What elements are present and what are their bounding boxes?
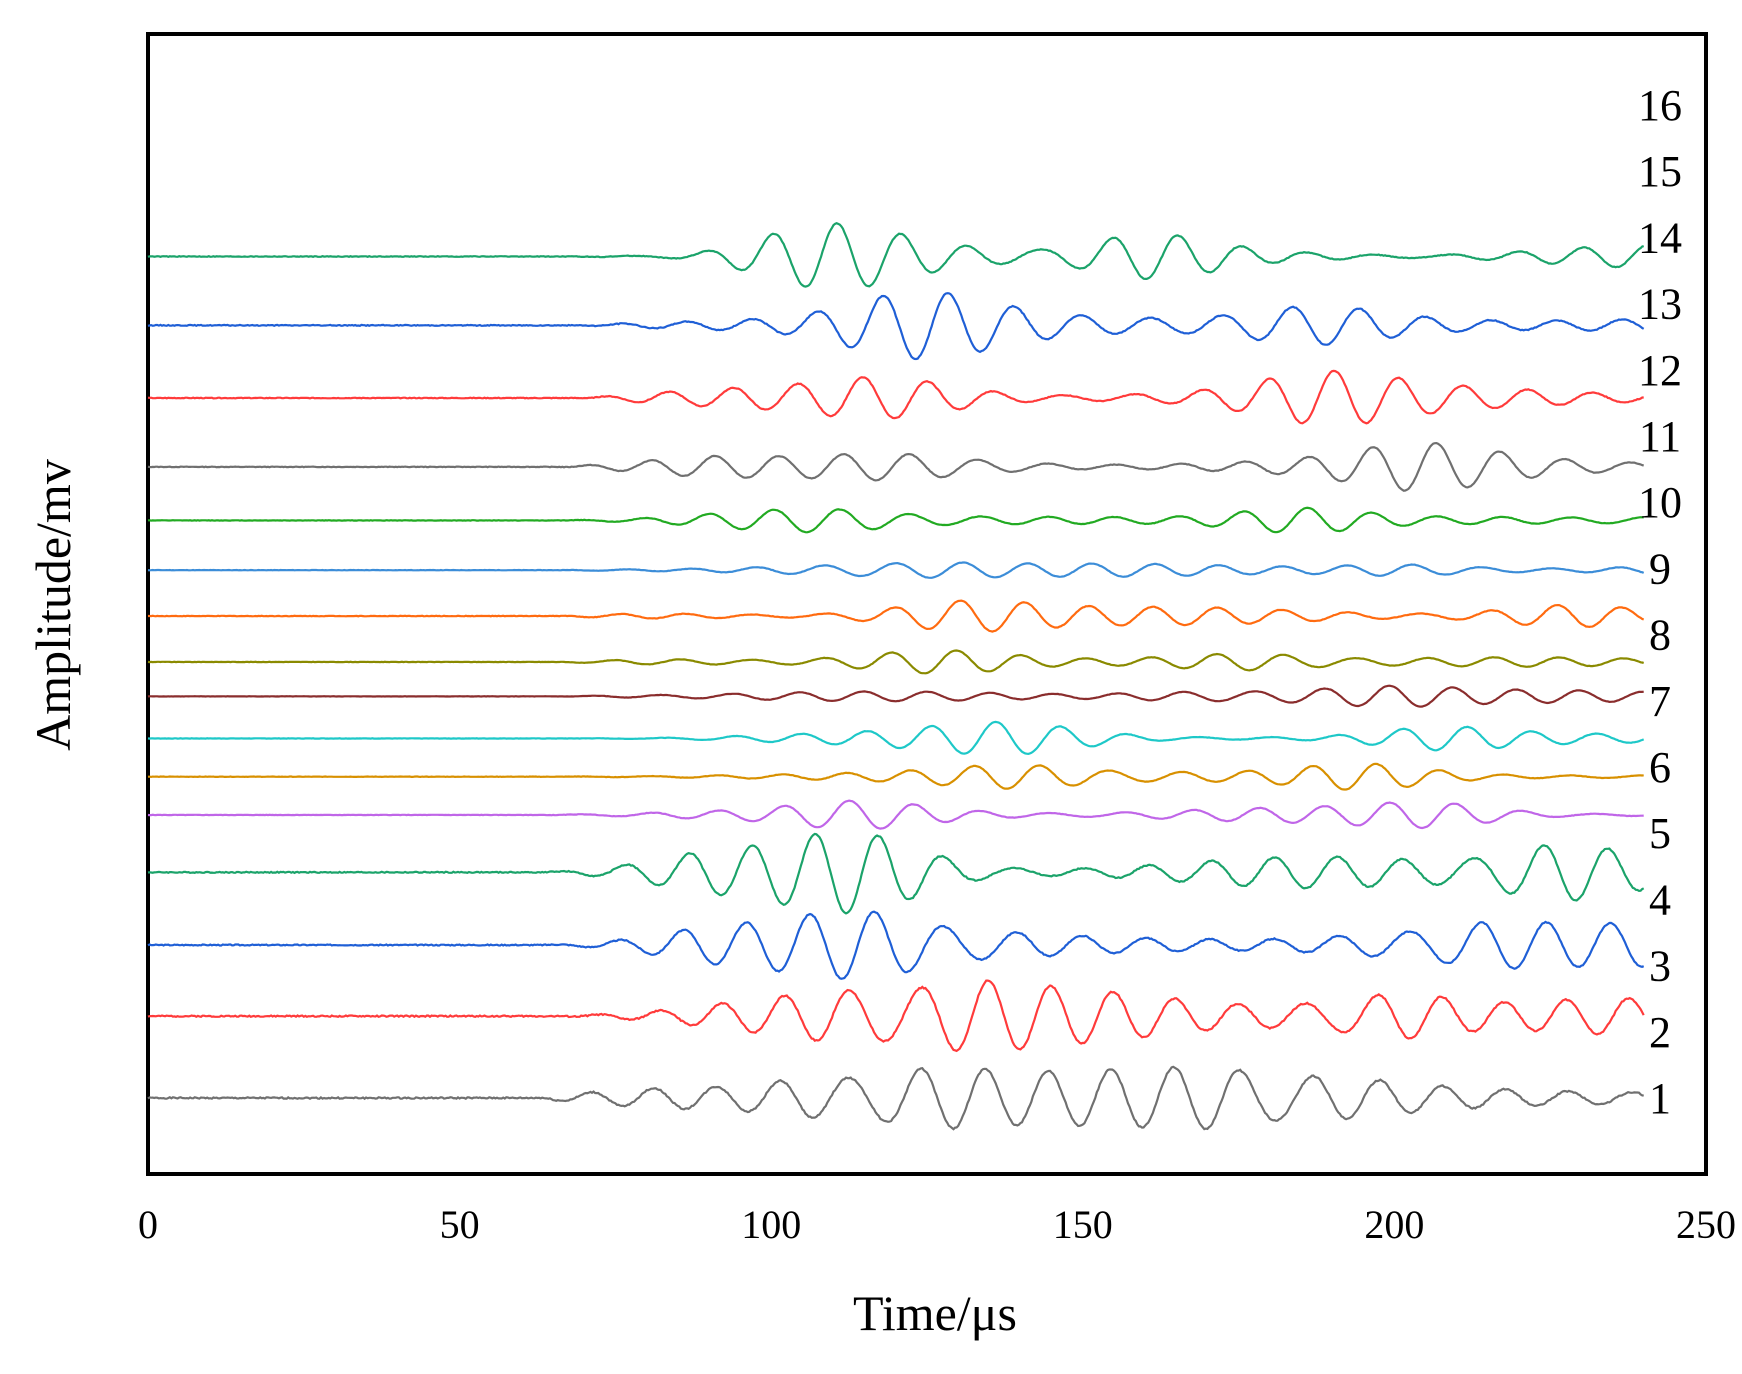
- series-label-16: 16: [1638, 81, 1682, 130]
- x-tick-label: 250: [1676, 1202, 1736, 1247]
- series-traces: [147, 222, 1645, 1131]
- series-label-13: 13: [1638, 280, 1682, 329]
- series-label-6: 6: [1649, 743, 1671, 792]
- trace-16: [147, 222, 1645, 288]
- trace-7: [147, 720, 1645, 756]
- trace-4: [147, 832, 1645, 915]
- trace-6: [148, 762, 1644, 791]
- trace-13: [147, 441, 1645, 492]
- trace-5: [147, 799, 1644, 830]
- trace-12: [148, 506, 1644, 534]
- trace-8: [147, 684, 1644, 708]
- x-tick-labels: 0 50 100 150 200 250: [138, 1202, 1736, 1247]
- x-tick-label: 100: [741, 1202, 801, 1247]
- series-label-1: 1: [1649, 1074, 1671, 1123]
- series-label-10: 10: [1638, 478, 1682, 527]
- y-axis-label: Amplitude/mv: [25, 459, 81, 751]
- series-label-5: 5: [1649, 809, 1671, 858]
- x-tick-label: 150: [1053, 1202, 1113, 1247]
- trace-14: [147, 369, 1644, 425]
- series-label-12: 12: [1638, 346, 1682, 395]
- trace-11: [147, 561, 1645, 579]
- series-label-14: 14: [1638, 213, 1682, 262]
- series-label-15: 15: [1638, 147, 1682, 196]
- trace-9: [147, 649, 1644, 675]
- series-label-7: 7: [1649, 677, 1671, 726]
- series-label-4: 4: [1649, 875, 1671, 924]
- series-label-11: 11: [1639, 412, 1681, 461]
- x-tick-label: 200: [1364, 1202, 1424, 1247]
- series-label-3: 3: [1649, 942, 1671, 991]
- x-tick-label: 50: [440, 1202, 480, 1247]
- x-axis-label: Time/μs: [853, 1285, 1017, 1341]
- series-label-2: 2: [1649, 1008, 1671, 1057]
- series-label-8: 8: [1649, 611, 1671, 660]
- trace-1: [147, 1065, 1644, 1131]
- trace-3: [147, 910, 1645, 980]
- plot-frame: [146, 32, 1708, 1176]
- x-tick-label: 0: [138, 1202, 158, 1247]
- trace-15: [147, 292, 1645, 361]
- series-label-9: 9: [1649, 544, 1671, 593]
- trace-10: [148, 599, 1645, 633]
- trace-2: [147, 979, 1645, 1053]
